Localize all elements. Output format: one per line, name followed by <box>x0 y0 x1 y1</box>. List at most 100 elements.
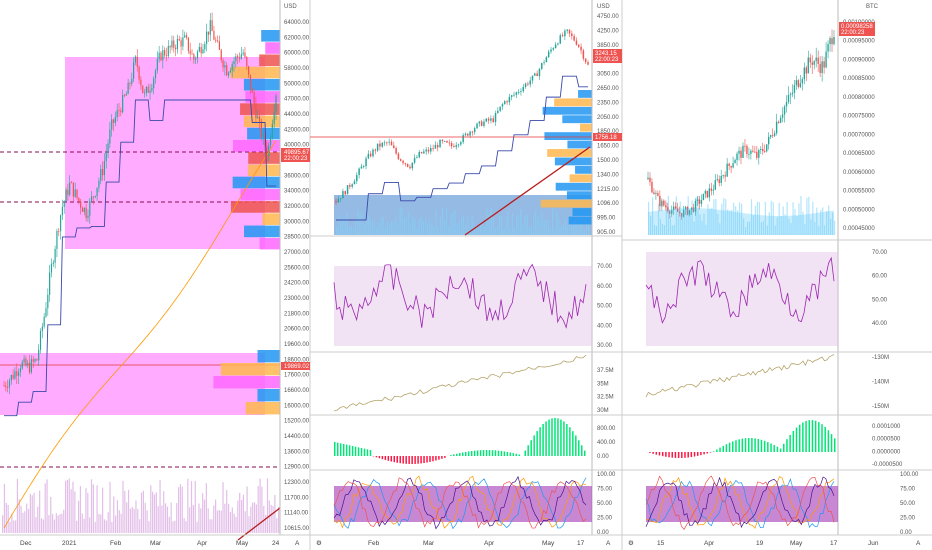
volume-bar <box>496 226 499 235</box>
price-tick-label: 0.00045000 <box>843 226 875 232</box>
candle-body <box>116 110 118 118</box>
volume-bar <box>255 504 257 533</box>
vp-row <box>247 127 280 140</box>
volume-bar <box>87 492 89 533</box>
candle-body <box>543 62 545 64</box>
macd-bar <box>488 450 491 456</box>
candle-body <box>708 188 711 198</box>
volume-bar <box>581 224 583 235</box>
volume-bar <box>731 209 733 235</box>
volume-bar <box>57 515 59 533</box>
price-ticks: 4750.004250.003850.003450.003050.002650.… <box>597 14 619 236</box>
candle-body <box>264 133 266 147</box>
candle-body <box>566 29 568 31</box>
volume-bar <box>26 503 28 533</box>
price-ticks: 64000.00 62000.00 60000.00 58000.00 50000.00… <box>284 20 310 532</box>
timezone-button[interactable]: ⚙ <box>628 539 634 547</box>
vp-row <box>230 66 280 79</box>
price-tick-label: 4250.00 <box>597 28 619 34</box>
volume-bar <box>235 516 237 533</box>
candle-body <box>123 95 126 96</box>
candle-body <box>164 50 166 56</box>
time-tick-label: May <box>790 540 803 547</box>
ethbtc-panel[interactable]: BTC 0.001000000.000950000.000900000.0008… <box>622 0 932 547</box>
stoch-tick-label: 100.00 <box>900 472 919 478</box>
candle-body <box>7 387 9 388</box>
volume-bar <box>74 491 76 533</box>
candle-body <box>819 63 821 73</box>
candle-body <box>244 52 246 58</box>
vp-row <box>243 78 280 91</box>
time-tick-label: Feb <box>110 540 122 547</box>
candle-body <box>39 331 42 350</box>
volume-bar <box>242 494 245 533</box>
macd-bar <box>339 443 342 456</box>
auto-scale-button[interactable]: A <box>295 540 300 547</box>
auto-scale-button[interactable]: A <box>916 540 921 547</box>
macd-bar <box>485 450 488 456</box>
volume-bar <box>588 224 590 235</box>
candle-body <box>180 40 182 47</box>
candle-body <box>134 56 137 63</box>
candle-body <box>162 50 164 61</box>
candle-body <box>393 145 395 149</box>
volume-bar <box>259 478 261 533</box>
volume-bar <box>7 504 9 533</box>
candle-body <box>8 380 11 388</box>
time-tick-label: Apr <box>704 540 715 547</box>
candle-body <box>706 190 709 198</box>
candle-body <box>793 85 796 93</box>
candle-body <box>372 149 374 157</box>
eth-panel[interactable]: USD 4750.004250.003850.003450.003050.002… <box>310 0 622 547</box>
timezone-button[interactable]: ⚙ <box>316 539 322 547</box>
volume-bar <box>405 216 408 235</box>
rsi-tick-label: 30.00 <box>597 343 613 349</box>
volume-bar <box>814 221 816 235</box>
volume-bar <box>492 217 494 235</box>
macd-bar <box>783 443 785 452</box>
volume-bar <box>185 521 187 533</box>
volume-bar <box>122 480 124 533</box>
macd-bar <box>402 456 404 464</box>
stoch-tick-label: 25.00 <box>597 516 613 522</box>
candle-body <box>235 56 237 62</box>
volume-bar <box>520 208 522 235</box>
candle-body <box>536 73 538 77</box>
rsi-tick-label: 70.00 <box>597 264 613 270</box>
candle-body <box>227 72 230 76</box>
volume-bar <box>220 510 222 533</box>
candle-body <box>455 145 457 148</box>
price-tick-label: 11140.00 <box>284 511 309 517</box>
volume-bar <box>365 207 367 235</box>
vp-row <box>578 90 592 98</box>
vp-row <box>232 176 280 189</box>
volume-bar <box>822 207 824 235</box>
volume-bar <box>172 521 174 533</box>
candle-body <box>809 57 811 63</box>
rsi-tick-label: 40.00 <box>597 323 613 329</box>
btc-panel[interactable]: USD 64000.00 62000.00 60000.00 58000.00 5000… <box>0 0 310 547</box>
candles <box>3 12 277 395</box>
time-tick-label: Mar <box>150 540 162 547</box>
auto-scale-button[interactable]: A <box>606 540 611 547</box>
volume-bar <box>677 211 679 235</box>
volume-bar <box>454 209 456 235</box>
candle-body <box>665 205 667 208</box>
candle-body <box>764 151 766 152</box>
candle-body <box>492 118 494 122</box>
candle-body <box>45 308 47 317</box>
macd-ticks: 0.0001000 0.0000500 0.0000000 -0.0000500 <box>872 424 903 468</box>
volume-bar <box>522 225 524 235</box>
macd-bar <box>719 447 721 452</box>
volume-bar <box>403 217 405 235</box>
candle-body <box>242 52 244 55</box>
candle-body <box>248 66 250 75</box>
volume-bar <box>35 517 37 533</box>
volume-bar <box>216 510 219 533</box>
candle-body <box>411 162 414 169</box>
volume-bar <box>729 210 731 235</box>
last-price-label: 0.00098258 <box>841 24 873 30</box>
candle-body <box>752 150 754 152</box>
candle-body <box>87 215 89 218</box>
